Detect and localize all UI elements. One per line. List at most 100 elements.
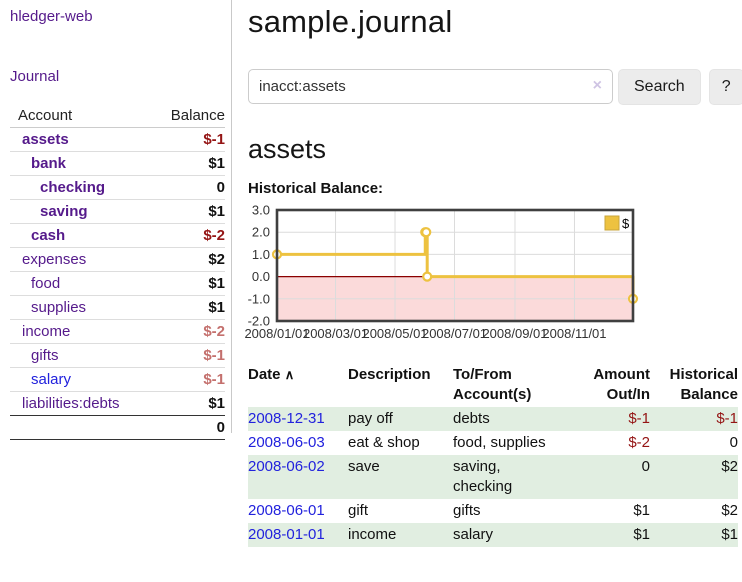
accounts-header-balance: Balance (145, 104, 225, 128)
account-link[interactable]: saving (40, 203, 88, 220)
account-row: income $-2 (10, 319, 225, 344)
register-header-date[interactable]: Date ∧ (248, 363, 348, 407)
account-link[interactable]: food (31, 275, 61, 292)
page-title: sample.journal (248, 4, 453, 39)
transaction-balance: $2 (650, 455, 738, 499)
transaction-description: pay off (348, 407, 453, 431)
y-tick-label: -1.0 (248, 291, 270, 306)
transaction-description: save (348, 455, 453, 499)
y-tick-label: 0.0 (252, 269, 270, 284)
account-link[interactable]: bank (31, 155, 67, 172)
balance-chart-svg: 3.0 2.0 1.0 0.0 -1.0 -2.02008/01/012008/03/01… (244, 203, 639, 341)
account-link[interactable]: gifts (31, 347, 59, 364)
chart-title: Historical Balance: (248, 180, 384, 197)
account-row: salary $-1 (10, 367, 225, 392)
transaction-description: gift (348, 502, 369, 519)
account-balance: $1 (208, 395, 225, 412)
transaction-description: eat & shop (348, 434, 420, 451)
account-row: liabilities:debts $1 (10, 391, 225, 416)
account-balance: $-1 (203, 347, 225, 364)
register-row: 2008-01-01 income salary $1 $1 (248, 523, 738, 547)
accounts-table-body: assets $-1 bank $1 checking 0 saving $1 cash $-2 e… (10, 128, 225, 416)
account-link[interactable]: cash (31, 227, 66, 244)
accounts-total-balance: 0 (145, 415, 225, 440)
sidebar-item-journal[interactable]: Journal (10, 68, 60, 85)
transaction-amount: $1 (633, 502, 650, 519)
account-link[interactable]: assets (22, 131, 69, 148)
y-tick-label: 2.0 (252, 225, 270, 240)
transaction-date-link[interactable]: 2008-06-01 (248, 502, 325, 519)
account-link[interactable]: expenses (22, 251, 87, 268)
y-tick-label: 1.0 (252, 247, 270, 262)
transaction-balance: 0 (729, 434, 738, 451)
x-tick-label: 2008/11/01 (542, 326, 606, 341)
brand-link[interactable]: hledger-web (10, 8, 93, 25)
data-point (422, 271, 433, 282)
account-heading: assets (248, 134, 327, 164)
accounts-total-spacer (10, 415, 145, 440)
y-tick-label: -2.0 (248, 314, 270, 329)
account-link[interactable]: liabilities:debts (22, 395, 120, 412)
account-balance: $-1 (203, 131, 225, 148)
register-header-description[interactable]: Description (348, 366, 431, 383)
accounts-table: Account Balance assets $-1 bank $1 checking 0… (10, 104, 225, 440)
y-tick-label: 3.0 (252, 203, 270, 218)
account-row: checking 0 (10, 175, 225, 200)
clear-search-icon[interactable]: × (592, 77, 602, 94)
accounts-total-row: 0 (10, 415, 225, 440)
search-button[interactable]: Search (618, 69, 701, 105)
balance-chart[interactable]: 3.0 2.0 1.0 0.0 -1.0 -2.0 2008/01/01 2008/03/01… (244, 203, 742, 351)
account-balance: $1 (208, 275, 225, 292)
x-tick-label: 2008/05/01 (362, 326, 427, 341)
x-tick-label: 2008/09/01 (482, 326, 547, 341)
transaction-balance: $-1 (650, 407, 738, 431)
chart-border (275, 208, 635, 323)
transaction-accounts: saving, checking (453, 455, 557, 499)
account-balance: $-1 (203, 371, 225, 388)
account-row: saving $1 (10, 199, 225, 224)
transaction-date-link[interactable]: 2008-12-31 (248, 410, 325, 427)
account-row: expenses $2 (10, 247, 225, 272)
transaction-amount: $1 (557, 523, 650, 547)
sort-asc-icon: ∧ (284, 367, 295, 382)
register-header-amount[interactable]: Amount Out/In (593, 366, 650, 403)
accounts-header-row: Account Balance (10, 104, 225, 128)
transaction-description: income (348, 523, 453, 547)
account-balance: $1 (208, 299, 225, 316)
help-button[interactable]: ? (708, 69, 742, 105)
account-link[interactable]: income (22, 323, 71, 340)
transaction-accounts: salary (453, 523, 557, 547)
account-link[interactable]: salary (31, 371, 72, 388)
account-row: food $1 (10, 271, 225, 296)
x-tick-label: 2008/03/01 (303, 326, 368, 341)
transaction-accounts: food, supplies (453, 434, 546, 451)
date-header-label: Date (248, 366, 281, 383)
transaction-accounts: debts (453, 407, 557, 431)
accounts-header-account: Account (10, 104, 145, 128)
register-header-balance[interactable]: Historical Balance (669, 366, 738, 403)
register-row: 2008-06-01 gift gifts $1 $2 (248, 499, 738, 523)
legend-swatch (604, 215, 620, 231)
transaction-amount: 0 (557, 455, 650, 499)
x-tick-label: 2008/07/01 (422, 326, 487, 341)
search-form: × Search ? (248, 69, 742, 105)
transaction-date-link[interactable]: 2008-06-03 (248, 434, 325, 451)
account-balance: $-2 (203, 227, 225, 244)
account-balance: $1 (208, 203, 225, 220)
transaction-amount: $-2 (628, 434, 650, 451)
account-balance: $1 (208, 155, 225, 172)
transaction-date-link[interactable]: 2008-01-01 (248, 526, 325, 543)
account-balance: $2 (208, 251, 225, 268)
x-tick-label: 2008/01/01 (244, 326, 309, 341)
legend-label: $ (622, 216, 630, 231)
register-header-accounts[interactable]: To/From Account(s) (453, 366, 532, 403)
account-link[interactable]: checking (40, 179, 106, 196)
account-link[interactable]: supplies (31, 299, 87, 316)
search-input[interactable] (248, 69, 613, 104)
register-row: 2008-06-02 save saving, checking 0 $2 (248, 455, 738, 499)
account-row: gifts $-1 (10, 343, 225, 368)
register-table-body: 2008-12-31 pay off debts $-1 $-1 2008-06-03 ea… (248, 407, 738, 547)
transaction-balance: $2 (721, 502, 738, 519)
transaction-balance: $1 (650, 523, 738, 547)
transaction-date-link[interactable]: 2008-06-02 (248, 458, 325, 475)
